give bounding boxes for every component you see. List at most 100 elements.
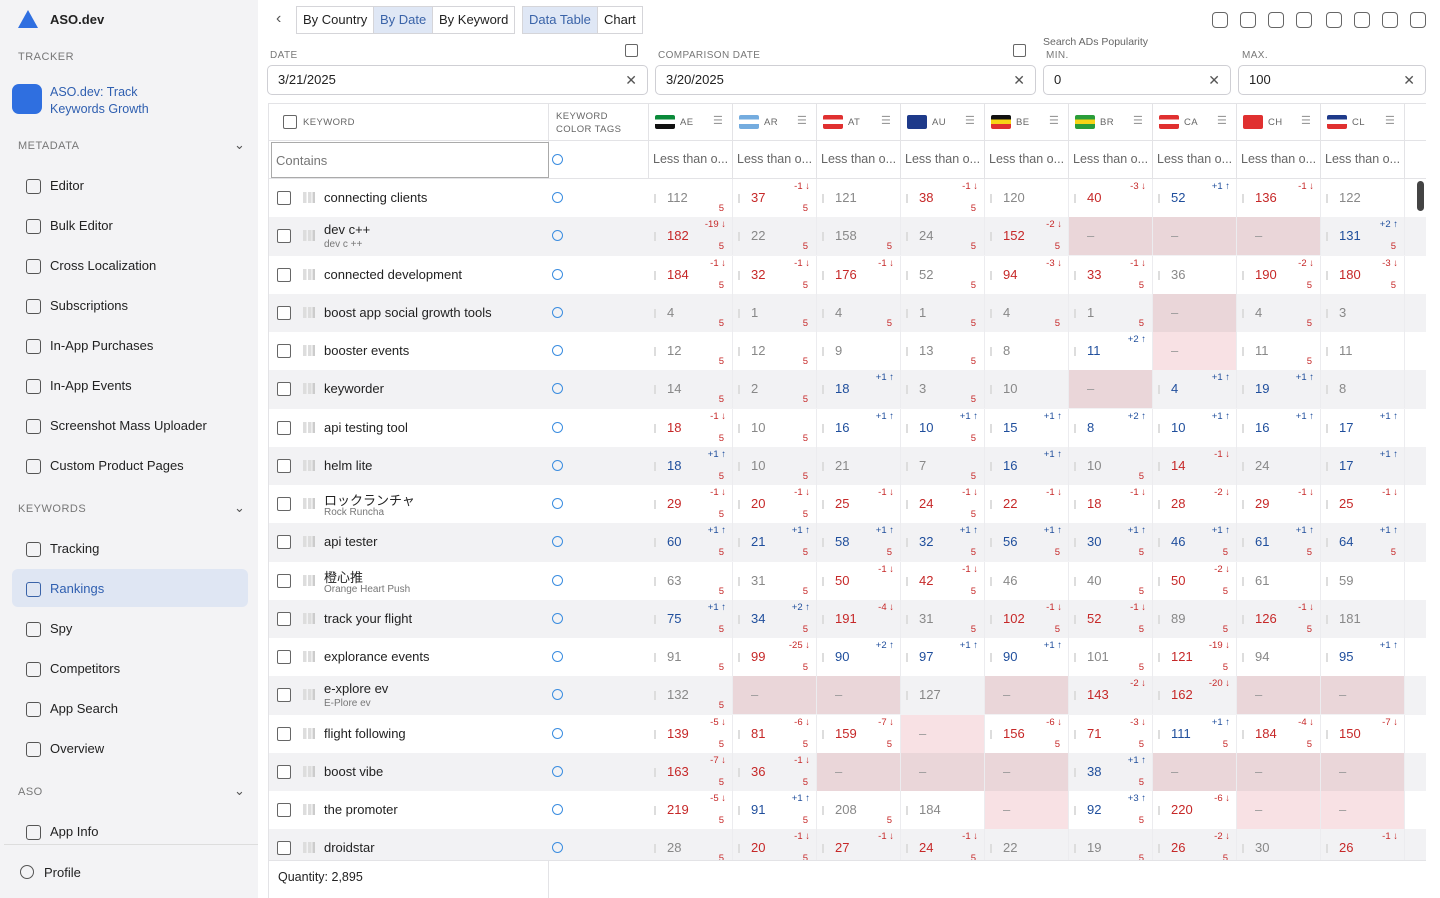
country-header[interactable]: CH	[1268, 117, 1283, 128]
country-filter[interactable]: Less than o...	[1073, 152, 1149, 166]
nav-item[interactable]: In-App Events	[50, 378, 132, 393]
toolbar-icon[interactable]	[1240, 12, 1256, 28]
tag-circle[interactable]	[552, 574, 563, 586]
nav-item[interactable]: Custom Product Pages	[50, 458, 184, 473]
section-title[interactable]: METADATA	[18, 140, 80, 152]
toolbar-icon[interactable]	[1268, 12, 1284, 28]
keyword[interactable]: helm lite	[324, 457, 373, 473]
keyword[interactable]: explorance events	[324, 649, 430, 664]
scrollbar[interactable]	[1417, 181, 1424, 211]
app-name[interactable]: ASO.dev: Track Keywords Growth	[50, 85, 149, 116]
clear[interactable]: ✕	[625, 72, 637, 88]
nav-item[interactable]: Rankings	[50, 581, 105, 596]
date-input[interactable]: 3/20/2025 ✕	[655, 65, 1036, 95]
checkbox[interactable]	[277, 726, 291, 741]
country-filter[interactable]: Less than o...	[1157, 152, 1233, 166]
checkbox[interactable]	[277, 573, 291, 588]
section-title[interactable]: KEYWORDS	[18, 503, 87, 515]
country-header[interactable]: CA	[1184, 117, 1198, 128]
back[interactable]: ‹	[276, 10, 282, 27]
tag-circle[interactable]	[552, 306, 563, 318]
keyword[interactable]: boost app social growth tools	[324, 304, 492, 320]
checkbox[interactable]	[277, 611, 291, 626]
view-tab[interactable]: Chart	[597, 6, 643, 34]
keyword[interactable]: boost vibe	[324, 763, 384, 779]
checkbox[interactable]	[283, 115, 297, 129]
tag-circle[interactable]	[552, 651, 563, 662]
tag-circle[interactable]	[552, 727, 563, 739]
checkbox[interactable]	[277, 458, 291, 473]
tag-circle[interactable]	[552, 268, 563, 280]
checkbox[interactable]	[277, 688, 291, 703]
checkbox[interactable]	[277, 841, 291, 856]
view-tab[interactable]: Data Table	[522, 6, 598, 34]
date-input[interactable]: 3/21/2025 ✕	[267, 65, 648, 95]
keyword[interactable]: api tester	[324, 534, 378, 550]
keyword[interactable]: connected development	[324, 266, 463, 282]
tag-circle[interactable]	[552, 230, 563, 242]
country-header[interactable]: BR	[1100, 117, 1114, 128]
keyword[interactable]: e-xplore ev	[324, 681, 389, 697]
checkbox[interactable]	[277, 191, 291, 205]
country-header[interactable]: AR	[764, 117, 778, 128]
nav-item[interactable]: Screenshot Mass Uploader	[50, 418, 207, 433]
checkbox[interactable]	[277, 305, 291, 320]
tag-circle[interactable]	[552, 765, 563, 777]
country-header[interactable]: BE	[1016, 117, 1030, 128]
nav-item[interactable]: Competitors	[50, 661, 121, 676]
toolbar-icon[interactable]	[1296, 12, 1312, 28]
tag-circle[interactable]	[552, 459, 563, 471]
checkbox[interactable]	[277, 420, 291, 435]
keyword[interactable]: 橙心推	[324, 569, 364, 585]
country-header[interactable]: AT	[848, 117, 861, 128]
tag-circle[interactable]	[552, 345, 563, 356]
checkbox[interactable]	[277, 764, 291, 779]
group-tab[interactable]: By Keyword	[432, 6, 516, 34]
nav-item[interactable]: In-App Purchases	[50, 338, 154, 353]
max-input[interactable]: 100 ✕	[1238, 65, 1426, 95]
country-filter[interactable]: Less than o...	[1241, 152, 1317, 166]
country-header[interactable]: CL	[1352, 117, 1365, 128]
nav-item[interactable]: Bulk Editor	[50, 218, 113, 233]
group-tab[interactable]: By Country	[296, 6, 375, 34]
checkbox[interactable]	[277, 497, 291, 511]
min-input[interactable]: 0 ✕	[1043, 65, 1231, 95]
keyword[interactable]: booster events	[324, 343, 410, 358]
keyword-filter[interactable]: Contains	[271, 142, 549, 178]
country-header[interactable]: AE	[680, 117, 694, 128]
keyword[interactable]: ロックランチャ	[324, 493, 415, 508]
country-filter[interactable]: Less than o...	[905, 152, 981, 166]
tag-circle[interactable]	[552, 804, 563, 815]
keyword[interactable]: the promoter	[324, 802, 398, 817]
tag-circle[interactable]	[552, 536, 563, 548]
checkbox[interactable]	[277, 229, 291, 244]
tag-circle[interactable]	[552, 498, 563, 509]
nav-item[interactable]: Editor	[50, 178, 84, 193]
toolbar-icon[interactable]	[1382, 12, 1398, 28]
nav-item[interactable]: App Search	[50, 701, 118, 716]
keyword[interactable]: droidstar	[324, 840, 375, 856]
tag-circle[interactable]	[552, 383, 563, 395]
checkbox[interactable]	[277, 535, 291, 550]
tag-circle[interactable]	[552, 689, 563, 701]
clear[interactable]: ✕	[1013, 72, 1025, 88]
tag-circle[interactable]	[552, 421, 563, 433]
keyword[interactable]: track your flight	[324, 610, 413, 626]
toolbar-icon[interactable]	[1354, 12, 1370, 28]
country-filter[interactable]: Less than o...	[1325, 152, 1401, 166]
tag-circle[interactable]	[552, 612, 563, 624]
group-tab[interactable]: By Date	[373, 6, 434, 34]
checkbox[interactable]	[277, 344, 291, 358]
toolbar-icon[interactable]	[1410, 12, 1426, 28]
clear[interactable]: ✕	[1208, 72, 1220, 88]
keyword[interactable]: keyworder	[324, 381, 384, 397]
country-header[interactable]: AU	[932, 117, 946, 128]
tag-circle[interactable]	[552, 192, 563, 203]
checkbox[interactable]	[277, 382, 291, 397]
nav-item[interactable]: App Info	[50, 824, 99, 839]
nav-item[interactable]: Spy	[50, 621, 73, 636]
nav-item[interactable]: Cross Localization	[50, 258, 157, 273]
keyword[interactable]: flight following	[324, 725, 406, 741]
nav-item[interactable]: Overview	[50, 741, 105, 756]
toolbar-icon[interactable]	[1326, 12, 1342, 28]
